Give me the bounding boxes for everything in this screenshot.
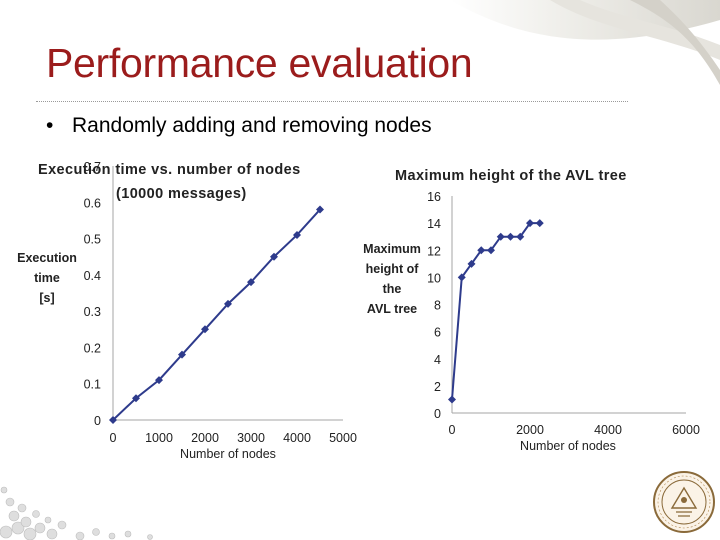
y-axis-label: Maximum [363,242,421,256]
data-point [109,416,117,424]
x-tick-label: 3000 [237,431,265,445]
data-point [448,395,456,404]
data-point [457,273,466,282]
x-tick-label: 2000 [516,423,544,437]
y-tick-label: 0.6 [84,196,101,210]
data-point [506,232,515,241]
data-point [132,394,140,403]
decorative-spheres-image [0,486,153,540]
x-axis-label: Number of nodes [520,439,616,453]
y-tick-label: 8 [434,299,441,313]
y-axis-label: height of [366,262,420,276]
x-tick-label: 4000 [594,423,622,437]
x-tick-label: 1000 [145,431,173,445]
y-tick-label: 0.5 [84,233,101,247]
bullet-dot-icon: • [46,114,54,137]
y-axis-label: Execution [17,251,77,265]
data-point [201,325,209,334]
y-tick-label: 0.2 [84,341,101,355]
x-tick-label: 0 [110,431,117,445]
data-point [270,252,278,261]
x-tick-label: 5000 [329,431,357,445]
y-tick-label: 0.4 [84,269,101,283]
x-tick-label: 6000 [672,423,700,437]
data-point [155,376,163,385]
data-point [516,232,525,241]
slide-title: Performance evaluation [46,40,473,86]
bullet-text: Randomly adding and removing nodes [72,114,432,137]
title-divider [36,101,628,102]
data-point [496,232,505,241]
decorative-swirl-image [450,0,720,85]
data-point [467,259,476,268]
y-tick-label: 4 [434,353,441,367]
data-point [178,350,186,359]
y-axis-label: AVL tree [367,302,417,316]
bullet-item: • Randomly adding and removing nodes [46,114,432,138]
y-tick-label: 0.3 [84,305,101,319]
series-line [451,222,540,400]
chart-title: (10000 messages) [116,186,247,202]
y-axis-label: time [34,271,60,285]
y-tick-label: 0 [94,414,101,428]
data-point [535,219,544,228]
chart-title: Execution time vs. number of nodes [38,162,301,178]
chart-execution-time: Execution time vs. number of nodes (10000… [17,160,357,461]
y-tick-label: 0.7 [84,160,101,174]
chart-title: Maximum height of the AVL tree [395,168,627,184]
data-point [293,230,301,239]
x-tick-label: 0 [449,423,456,437]
x-tick-label: 2000 [191,431,219,445]
y-tick-label: 12 [427,244,441,258]
y-tick-label: 0 [434,407,441,421]
data-point [526,219,534,228]
data-point [316,205,324,214]
data-point [247,278,255,287]
y-axis-label: the [383,282,402,296]
data-point [477,246,486,255]
series-line [112,208,321,421]
y-tick-label: 16 [427,190,441,204]
data-point [224,299,232,308]
university-seal-logo [653,471,715,533]
x-axis-label: Number of nodes [180,447,276,461]
y-tick-label: 10 [427,271,441,285]
y-tick-label: 14 [427,217,441,231]
y-tick-label: 0.1 [84,378,101,392]
x-tick-label: 4000 [283,431,311,445]
data-point [487,246,495,255]
y-tick-label: 2 [434,380,441,394]
y-axis-label: [s] [39,291,54,305]
chart-avl-height: Maximum height of the AVL tree 0 2 4 6 8 10 12 1… [363,168,700,453]
y-tick-label: 6 [434,326,441,340]
